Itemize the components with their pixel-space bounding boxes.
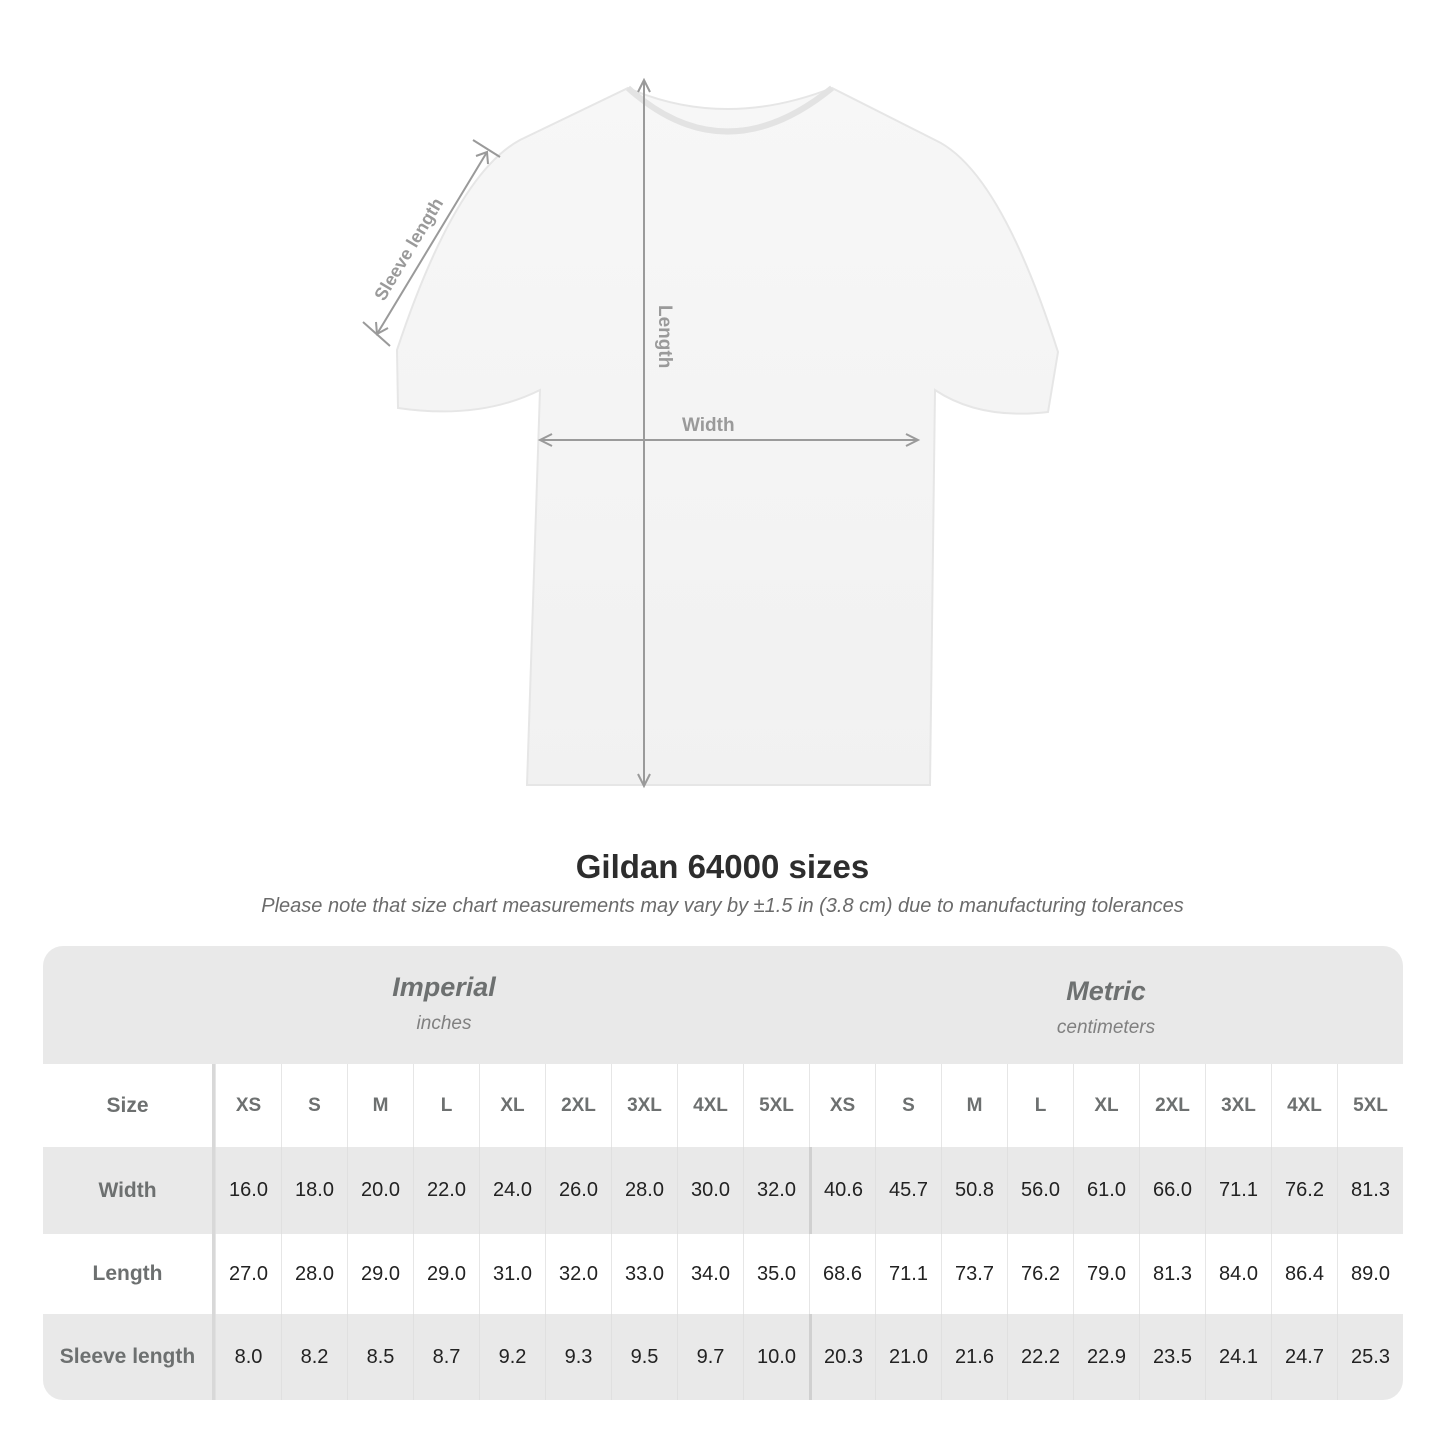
value-cell: 24.7	[1271, 1314, 1337, 1400]
value-cell: 10.0	[743, 1314, 809, 1400]
value-cell: 29.0	[347, 1234, 413, 1314]
value-cell: 68.6	[809, 1234, 875, 1314]
value-cell: 22.2	[1007, 1314, 1073, 1400]
value-cell: 28.0	[281, 1234, 347, 1314]
value-cell: 26.0	[545, 1147, 611, 1234]
metric-title: Metric	[1066, 976, 1146, 1006]
size-header-cell: XS	[215, 1064, 281, 1147]
value-cell: 18.0	[281, 1147, 347, 1234]
value-cell: 89.0	[1337, 1234, 1403, 1314]
value-cell: 8.0	[215, 1314, 281, 1400]
metric-header: Metric centimeters	[809, 950, 1403, 1068]
value-cell: 23.5	[1139, 1314, 1205, 1400]
size-header-cell: L	[1007, 1064, 1073, 1147]
tshirt-shape	[395, 86, 1060, 786]
size-header-cell: 3XL	[611, 1064, 677, 1147]
length-label: Length	[654, 305, 675, 368]
size-header-cell: S	[875, 1064, 941, 1147]
size-header-cell: L	[413, 1064, 479, 1147]
value-cell: 73.7	[941, 1234, 1007, 1314]
value-cell: 9.3	[545, 1314, 611, 1400]
value-cell: 33.0	[611, 1234, 677, 1314]
value-cell: 24.1	[1205, 1314, 1271, 1400]
tolerance-note: Please note that size chart measurements…	[261, 895, 1184, 917]
size-header-cell: 4XL	[1271, 1064, 1337, 1147]
value-cell: 34.0	[677, 1234, 743, 1314]
size-header-cell: XL	[479, 1064, 545, 1147]
value-cell: 32.0	[743, 1147, 809, 1234]
size-header-cell: 2XL	[1139, 1064, 1205, 1147]
value-cell: 81.3	[1337, 1147, 1403, 1234]
value-cell: 71.1	[875, 1234, 941, 1314]
value-cell: 76.2	[1271, 1147, 1337, 1234]
value-cell: 21.0	[875, 1314, 941, 1400]
size-header-cell: M	[347, 1064, 413, 1147]
width-label: Width	[682, 415, 735, 436]
size-header-cell: 4XL	[677, 1064, 743, 1147]
row-label: Length	[43, 1234, 215, 1314]
value-cell: 71.1	[1205, 1147, 1271, 1234]
value-cell: 9.5	[611, 1314, 677, 1400]
size-header-cell: 5XL	[743, 1064, 809, 1147]
value-cell: 27.0	[215, 1234, 281, 1314]
value-cell: 8.2	[281, 1314, 347, 1400]
value-cell: 40.6	[809, 1147, 875, 1234]
size-header-cell: S	[281, 1064, 347, 1147]
value-cell: 8.7	[413, 1314, 479, 1400]
value-cell: 35.0	[743, 1234, 809, 1314]
value-cell: 84.0	[1205, 1234, 1271, 1314]
size-header-cell: XL	[1073, 1064, 1139, 1147]
tshirt-diagram: Sleeve length Length Width	[362, 77, 1060, 789]
size-header-cell: M	[941, 1064, 1007, 1147]
value-cell: 25.3	[1337, 1314, 1403, 1400]
value-cell: 79.0	[1073, 1234, 1139, 1314]
size-row: Size XS S M L XL 2XL 3XL 4XL 5XL XS S M L XL 2XL 3XL 4XL…	[43, 1064, 1403, 1147]
value-cell: 32.0	[545, 1234, 611, 1314]
value-cell: 30.0	[677, 1147, 743, 1234]
value-cell: 56.0	[1007, 1147, 1073, 1234]
value-cell: 9.2	[479, 1314, 545, 1400]
value-cell: 24.0	[479, 1147, 545, 1234]
size-header-cell: 3XL	[1205, 1064, 1271, 1147]
table-row: Sleeve length 8.0 8.2 8.5 8.7 9.2 9.3 9.5 9.7 10.…	[43, 1314, 1403, 1400]
value-cell: 50.8	[941, 1147, 1007, 1234]
value-cell: 29.0	[413, 1234, 479, 1314]
table-row: Length 27.0 28.0 29.0 29.0 31.0 32.0 33.0 34.0 35…	[43, 1234, 1403, 1314]
value-cell: 16.0	[215, 1147, 281, 1234]
size-header-cell: XS	[809, 1064, 875, 1147]
value-cell: 76.2	[1007, 1234, 1073, 1314]
imperial-title: Imperial	[392, 972, 496, 1002]
value-cell: 28.0	[611, 1147, 677, 1234]
value-cell: 20.3	[809, 1314, 875, 1400]
value-cell: 86.4	[1271, 1234, 1337, 1314]
row-label: Width	[43, 1147, 215, 1234]
value-cell: 81.3	[1139, 1234, 1205, 1314]
value-cell: 21.6	[941, 1314, 1007, 1400]
value-cell: 31.0	[479, 1234, 545, 1314]
value-cell: 66.0	[1139, 1147, 1205, 1234]
metric-unit: centimeters	[1056, 1017, 1156, 1038]
value-cell: 45.7	[875, 1147, 941, 1234]
size-header-cell: 5XL	[1337, 1064, 1403, 1147]
measure-arrows	[362, 77, 921, 789]
row-label: Sleeve length	[43, 1314, 215, 1400]
value-cell: 22.9	[1073, 1314, 1139, 1400]
value-cell: 22.0	[413, 1147, 479, 1234]
page-title: Gildan 64000 sizes	[575, 848, 870, 885]
table-row: Width 16.0 18.0 20.0 22.0 24.0 26.0 28.0 30.0 32.…	[43, 1147, 1403, 1234]
value-cell: 9.7	[677, 1314, 743, 1400]
imperial-header: Imperial inches	[215, 946, 673, 1064]
imperial-unit: inches	[416, 1013, 472, 1034]
size-label: Size	[43, 1064, 215, 1147]
value-cell: 8.5	[347, 1314, 413, 1400]
value-cell: 61.0	[1073, 1147, 1139, 1234]
value-cell: 20.0	[347, 1147, 413, 1234]
size-header-cell: 2XL	[545, 1064, 611, 1147]
size-table: Imperial inches Metric centimeters Size …	[43, 946, 1403, 1400]
